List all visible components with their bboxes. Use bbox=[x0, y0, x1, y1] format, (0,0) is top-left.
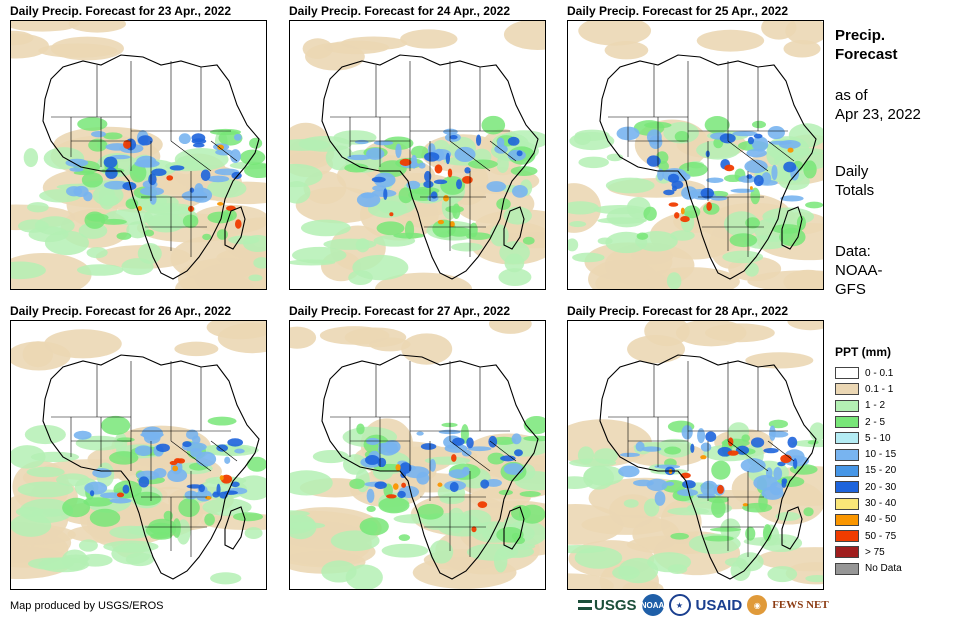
legend-item: 20 - 30 bbox=[835, 479, 902, 495]
forecast-map-2 bbox=[289, 20, 546, 290]
data-source-line1: Data: bbox=[835, 243, 871, 260]
legend-label: 1 - 2 bbox=[865, 400, 886, 412]
as-of-date: as of Apr 23, 2022 bbox=[835, 86, 921, 124]
as-of-line1: as of bbox=[835, 87, 868, 104]
legend-swatch bbox=[835, 399, 859, 412]
legend-swatch bbox=[835, 562, 859, 575]
legend-label: 5 - 10 bbox=[865, 432, 891, 444]
legend-item: 10 - 15 bbox=[835, 446, 902, 462]
legend-swatch bbox=[835, 432, 859, 445]
legend-label: 2 - 5 bbox=[865, 416, 886, 428]
legend-items: 0 - 0.1 0.1 - 1 1 - 2 2 - 5 5 - 10 10 - 15 15 … bbox=[835, 365, 902, 577]
legend-swatch bbox=[835, 416, 859, 429]
legend-item: 1 - 2 bbox=[835, 398, 902, 414]
panel-title-1: Daily Precip. Forecast for 23 Apr., 2022 bbox=[10, 4, 231, 18]
fews-net-logo: FEWS NET bbox=[772, 599, 829, 611]
legend-swatch bbox=[835, 513, 859, 526]
usgs-logo: USGS bbox=[578, 597, 637, 614]
legend-label: 50 - 75 bbox=[865, 530, 897, 542]
usgs-wave-icon bbox=[578, 600, 592, 610]
panel-title-5: Daily Precip. Forecast for 27 Apr., 2022 bbox=[289, 304, 510, 318]
panel-title-6: Daily Precip. Forecast for 28 Apr., 2022 bbox=[567, 304, 788, 318]
side-title: Precip. Forecast bbox=[835, 26, 898, 64]
as-of-line2: Apr 23, 2022 bbox=[835, 106, 921, 123]
side-title-line1: Precip. bbox=[835, 27, 886, 44]
panel-title-3: Daily Precip. Forecast for 25 Apr., 2022 bbox=[567, 4, 788, 18]
panel-title-4: Daily Precip. Forecast for 26 Apr., 2022 bbox=[10, 304, 231, 318]
forecast-map-3 bbox=[567, 20, 824, 290]
legend-item: 15 - 20 bbox=[835, 463, 902, 479]
legend-label: 40 - 50 bbox=[865, 514, 897, 526]
legend-item: 0 - 0.1 bbox=[835, 365, 902, 381]
legend-item: 30 - 40 bbox=[835, 495, 902, 511]
partner-logos: USGS NOAA ★ USAID ◉ FEWS NET bbox=[578, 594, 829, 616]
map-credit: Map produced by USGS/EROS bbox=[10, 600, 164, 612]
daily-totals-label: Daily Totals bbox=[835, 162, 874, 200]
legend-label: > 75 bbox=[865, 546, 885, 558]
forecast-map-1 bbox=[10, 20, 267, 290]
legend-label: 30 - 40 bbox=[865, 498, 897, 510]
legend-item: 0.1 - 1 bbox=[835, 381, 902, 397]
forecast-map-6 bbox=[567, 320, 824, 590]
legend-item: > 75 bbox=[835, 544, 902, 560]
forecast-map-5 bbox=[289, 320, 546, 590]
legend-label: 0.1 - 1 bbox=[865, 383, 894, 395]
daily-totals-line1: Daily bbox=[835, 163, 869, 180]
legend-title: PPT (mm) bbox=[835, 345, 892, 359]
data-source: Data: NOAA- GFS bbox=[835, 242, 883, 299]
data-source-line3: GFS bbox=[835, 281, 866, 298]
forecast-map-4 bbox=[10, 320, 267, 590]
legend: PPT (mm) 0 - 0.1 0.1 - 1 1 - 2 2 - 5 5 - 10 1… bbox=[835, 345, 902, 577]
legend-swatch bbox=[835, 367, 859, 380]
usaid-logo: USAID bbox=[695, 596, 743, 614]
legend-item: 5 - 10 bbox=[835, 430, 902, 446]
fews-globe-icon: ◉ bbox=[747, 595, 768, 615]
legend-swatch bbox=[835, 497, 859, 510]
legend-swatch bbox=[835, 383, 859, 396]
legend-label: 0 - 0.1 bbox=[865, 367, 894, 379]
legend-label: No Data bbox=[865, 563, 902, 575]
legend-label: 20 - 30 bbox=[865, 481, 897, 493]
legend-swatch bbox=[835, 530, 859, 543]
noaa-logo: NOAA bbox=[641, 594, 664, 616]
daily-totals-line2: Totals bbox=[835, 182, 875, 199]
panel-title-2: Daily Precip. Forecast for 24 Apr., 2022 bbox=[289, 4, 510, 18]
legend-swatch bbox=[835, 546, 859, 559]
legend-swatch bbox=[835, 464, 859, 477]
usaid-seal-icon: ★ bbox=[668, 594, 691, 616]
legend-item: 50 - 75 bbox=[835, 528, 902, 544]
legend-label: 15 - 20 bbox=[865, 465, 897, 477]
legend-swatch bbox=[835, 448, 859, 461]
legend-swatch bbox=[835, 481, 859, 494]
legend-item: No Data bbox=[835, 561, 902, 577]
legend-label: 10 - 15 bbox=[865, 449, 897, 461]
legend-item: 2 - 5 bbox=[835, 414, 902, 430]
data-source-line2: NOAA- bbox=[835, 262, 883, 279]
usgs-logo-text: USGS bbox=[594, 596, 637, 614]
legend-item: 40 - 50 bbox=[835, 512, 902, 528]
side-title-line2: Forecast bbox=[835, 46, 898, 63]
